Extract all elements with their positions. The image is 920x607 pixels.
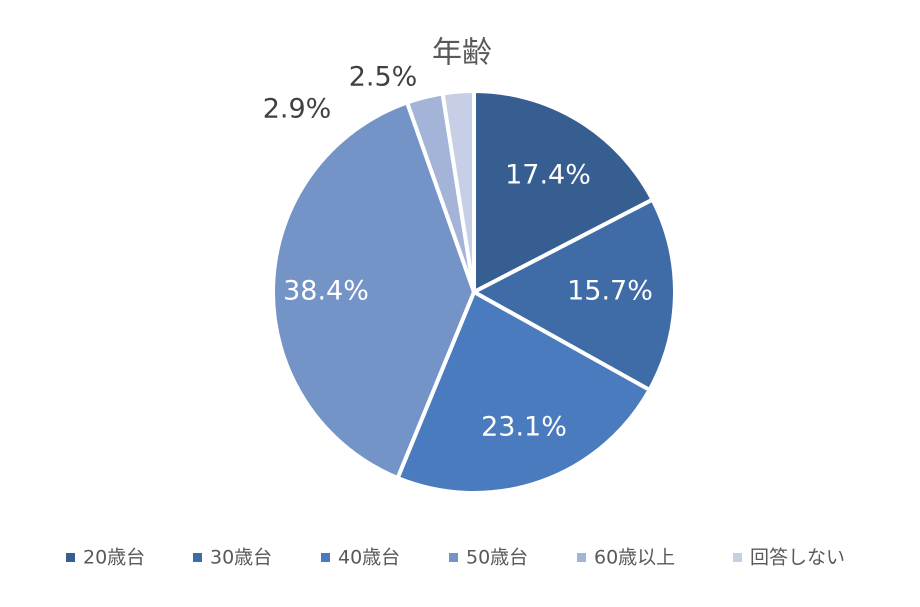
legend-label: 30歳台 [210, 547, 272, 569]
data-label: 23.1% [481, 412, 567, 443]
chart-title: 年齢 [432, 36, 492, 71]
pie-slice [271, 100, 476, 480]
legend-marker [449, 553, 458, 562]
data-label: 38.4% [283, 276, 369, 307]
pie-slice [472, 197, 677, 392]
legend-label: 60歳以上 [594, 547, 675, 569]
pie-slice [440, 89, 476, 294]
data-label: 2.9% [263, 94, 332, 125]
legend-label: 回答しない [750, 547, 845, 569]
data-label: 2.5% [349, 62, 418, 93]
legend-label: 50歳台 [466, 547, 528, 569]
pie-slice [472, 89, 655, 294]
legend-marker [193, 553, 202, 562]
legend-marker [733, 553, 742, 562]
legend-label: 40歳台 [338, 547, 400, 569]
data-label: 17.4% [505, 160, 591, 191]
legend-marker [66, 553, 75, 562]
legend-label: 20歳台 [83, 547, 145, 569]
pie-slice [395, 290, 652, 495]
legend-marker [577, 553, 586, 562]
data-label: 15.7% [567, 276, 653, 307]
legend-marker [321, 553, 330, 562]
